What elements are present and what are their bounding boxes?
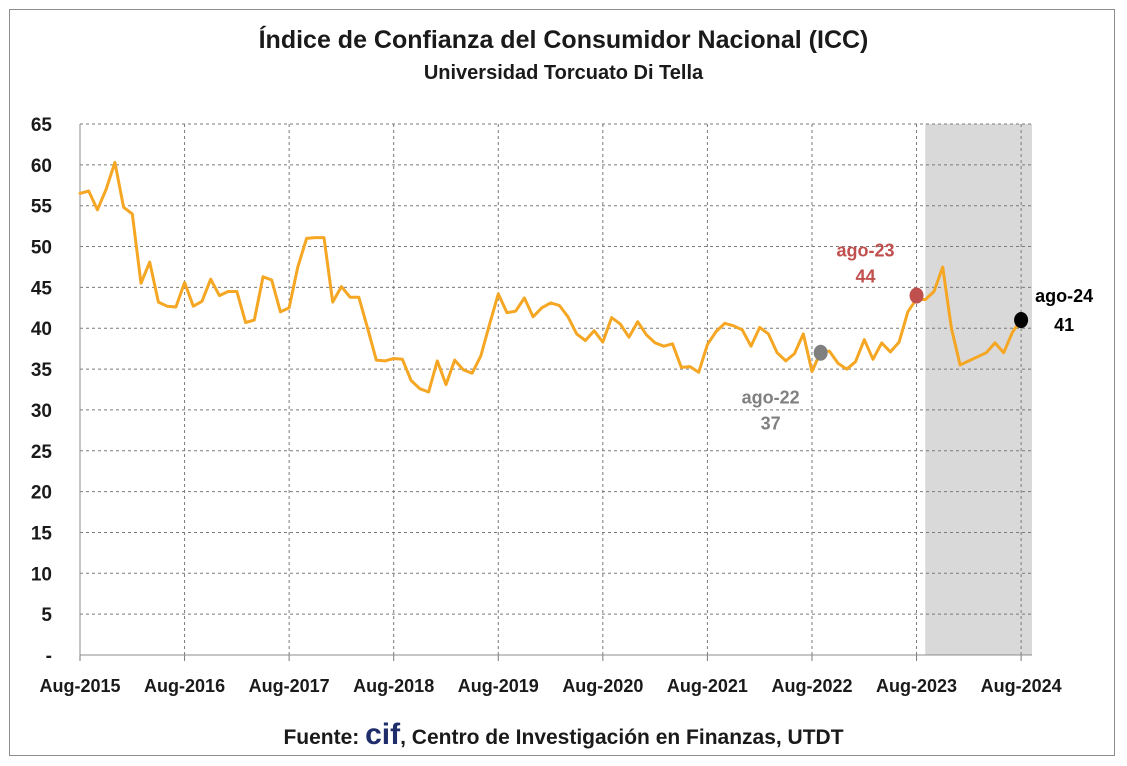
chart-title: Índice de Confianza del Consumidor Nacio… xyxy=(258,26,869,54)
y-tick-label: 55 xyxy=(31,197,53,218)
x-tick-label: Aug-2022 xyxy=(771,676,852,696)
y-tick-label: 50 xyxy=(31,238,52,259)
y-tick-label: 45 xyxy=(31,278,53,299)
x-tick-label: Aug-2023 xyxy=(876,676,957,696)
source-text: , Centro de Investigación en Finanzas, U… xyxy=(400,726,844,749)
y-tick-label: 35 xyxy=(31,360,53,381)
x-tick-label: Aug-2024 xyxy=(981,676,1062,696)
y-tick-label: 60 xyxy=(31,156,52,177)
annotation-value-label: 37 xyxy=(761,414,781,434)
chart-subtitle: Universidad Torcuato Di Tella xyxy=(423,62,704,84)
y-tick-label: - xyxy=(46,646,52,667)
annotation-date-label: ago-23 xyxy=(837,241,895,261)
source-prefix: Fuente: xyxy=(283,726,360,749)
x-tick-label: Aug-2020 xyxy=(562,676,643,696)
annotation-date-label: ago-24 xyxy=(1035,286,1093,306)
y-tick-label: 40 xyxy=(31,319,52,340)
x-tick-label: Aug-2018 xyxy=(353,676,434,696)
marker-ago-23 xyxy=(909,287,924,304)
cif-logo: cif xyxy=(365,718,401,751)
series-line-icc xyxy=(78,160,1023,394)
source-note: Fuente: cif, Centro de Investigación en … xyxy=(0,718,1127,752)
y-tick-label: 30 xyxy=(31,401,52,422)
y-tick-label: 25 xyxy=(31,442,53,463)
y-tick-label: 15 xyxy=(31,523,53,544)
y-tick-label: 5 xyxy=(41,605,52,626)
x-tick-label: Aug-2021 xyxy=(667,676,748,696)
annotation-value-label: 44 xyxy=(856,267,876,287)
marker-ago-22 xyxy=(813,344,828,361)
y-tick-label: 10 xyxy=(31,564,52,585)
x-tick-label: Aug-2016 xyxy=(144,676,225,696)
x-tick-label: Aug-2017 xyxy=(249,676,330,696)
x-tick-label: Aug-2015 xyxy=(39,676,120,696)
shaded-region xyxy=(925,124,1032,655)
annotation-date-label: ago-22 xyxy=(742,388,800,408)
y-tick-label: 20 xyxy=(31,483,52,504)
marker-ago-24 xyxy=(1014,312,1029,329)
annotation-value-label: 41 xyxy=(1054,315,1074,335)
y-tick-label: 65 xyxy=(31,115,53,136)
x-tick-label: Aug-2019 xyxy=(458,676,539,696)
